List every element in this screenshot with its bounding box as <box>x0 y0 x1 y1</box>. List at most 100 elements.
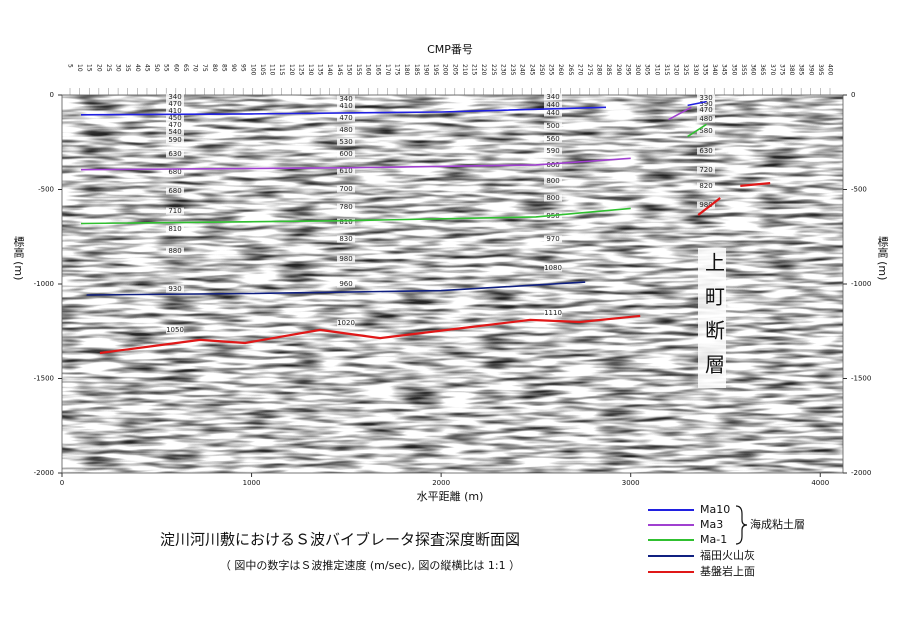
velocity-label-bg <box>166 93 184 101</box>
velocity-label: 1080 <box>544 264 562 272</box>
velocity-label: 710 <box>168 207 181 215</box>
cmp-label: 250 <box>538 64 545 76</box>
cmp-label: 240 <box>519 64 526 76</box>
cmp-label: 350 <box>730 64 737 76</box>
velocity-label-bg <box>697 94 715 102</box>
velocity-label-bg <box>166 168 184 176</box>
velocity-label: 470 <box>168 100 181 108</box>
cmp-label: 195 <box>432 64 439 76</box>
velocity-label-bg <box>544 109 562 117</box>
velocity-label-bg <box>697 201 715 209</box>
cmp-label: 130 <box>307 64 314 76</box>
velocity-label: 480 <box>699 115 712 123</box>
y-tick-label: 0 <box>50 91 54 99</box>
velocity-label: 340 <box>339 95 352 103</box>
y-axis-label: 標高 (m) <box>12 234 25 280</box>
cmp-label: 375 <box>778 64 785 76</box>
cmp-label: 150 <box>345 64 352 76</box>
velocity-label: 600 <box>339 150 352 158</box>
velocity-label: 480 <box>339 126 352 134</box>
cmp-label: 20 <box>95 64 102 72</box>
cmp-label: 265 <box>567 64 574 76</box>
velocity-label-bg <box>337 114 355 122</box>
x-tick-label: 2000 <box>432 479 450 487</box>
cmp-label: 245 <box>528 64 535 76</box>
cmp-label: 25 <box>105 64 112 72</box>
velocity-label-bg <box>544 309 562 317</box>
velocity-label: 1020 <box>337 319 355 327</box>
cmp-label: 235 <box>509 64 516 76</box>
cmp-label: 215 <box>471 64 478 76</box>
cmp-label: 210 <box>461 64 468 76</box>
cmp-label: 260 <box>557 64 564 76</box>
horizon-line <box>86 281 586 296</box>
velocity-label-bg <box>166 247 184 255</box>
cmp-label: 45 <box>143 64 150 72</box>
cmp-label: 135 <box>317 64 324 76</box>
cmp-label: 5 <box>67 64 74 68</box>
cmp-label: 340 <box>711 64 718 76</box>
x-axis-label: 水平距離 (m) <box>417 489 484 503</box>
velocity-label: 980 <box>699 201 712 209</box>
horizon-line <box>80 106 692 171</box>
cmp-label: 160 <box>365 64 372 76</box>
velocity-label-bg <box>544 194 562 202</box>
cmp-label: 120 <box>288 64 295 76</box>
cmp-label: 70 <box>192 64 199 72</box>
velocity-label-bg <box>337 235 355 243</box>
cmp-label: 295 <box>624 64 631 76</box>
cmp-label: 385 <box>798 64 805 76</box>
velocity-label: 720 <box>699 166 712 174</box>
cmp-label: 30 <box>115 64 122 72</box>
velocity-label: 470 <box>339 114 352 122</box>
cmp-label: 305 <box>644 64 651 76</box>
horizon-line <box>99 182 771 355</box>
cmp-label: 115 <box>278 64 285 76</box>
cmp-label: 175 <box>394 64 401 76</box>
velocity-label: 410 <box>168 107 181 115</box>
velocity-label-bg <box>337 185 355 193</box>
velocity-label-bg <box>166 187 184 195</box>
legend-label: Ma3 <box>700 518 723 531</box>
cmp-label: 190 <box>422 64 429 76</box>
velocity-label: 800 <box>546 177 559 185</box>
velocity-label-bg <box>697 147 715 155</box>
velocity-label: 680 <box>168 168 181 176</box>
velocity-label: 590 <box>168 136 181 144</box>
legend-label: Ma-1 <box>700 533 727 546</box>
y-tick-label: -2000 <box>34 469 54 477</box>
velocity-label-bg <box>337 138 355 146</box>
cmp-label: 270 <box>576 64 583 76</box>
cmp-label: 95 <box>240 64 247 72</box>
cmp-label: 170 <box>384 64 391 76</box>
cmp-label: 145 <box>336 64 343 76</box>
velocity-label-bg <box>544 264 562 272</box>
velocity-label: 1050 <box>166 326 184 334</box>
velocity-label: 340 <box>546 93 559 101</box>
velocity-label: 470 <box>699 106 712 114</box>
cmp-label: 390 <box>807 64 814 76</box>
cmp-label: 255 <box>548 64 555 76</box>
horizon-line <box>80 123 707 225</box>
velocity-label: 470 <box>168 121 181 129</box>
legend-label: 福田火山灰 <box>700 548 755 562</box>
velocity-label-bg <box>337 150 355 158</box>
cmp-label: 15 <box>86 64 93 72</box>
y-tick-label-right: -1500 <box>851 375 871 383</box>
velocity-label-bg <box>166 136 184 144</box>
cmp-label: 40 <box>134 64 141 72</box>
velocity-label-bg <box>697 115 715 123</box>
cmp-label: 315 <box>663 64 670 76</box>
y-tick-label: -1000 <box>34 280 54 288</box>
cmp-label: 330 <box>692 64 699 76</box>
cmp-label: 90 <box>230 64 237 72</box>
velocity-label: 800 <box>546 194 559 202</box>
velocity-label: 680 <box>168 187 181 195</box>
velocity-label-bg <box>166 121 184 129</box>
cmp-label: 280 <box>596 64 603 76</box>
velocity-label-bg <box>544 101 562 109</box>
y-axis-label: 標高 (m) <box>876 234 889 280</box>
velocity-label: 880 <box>168 247 181 255</box>
